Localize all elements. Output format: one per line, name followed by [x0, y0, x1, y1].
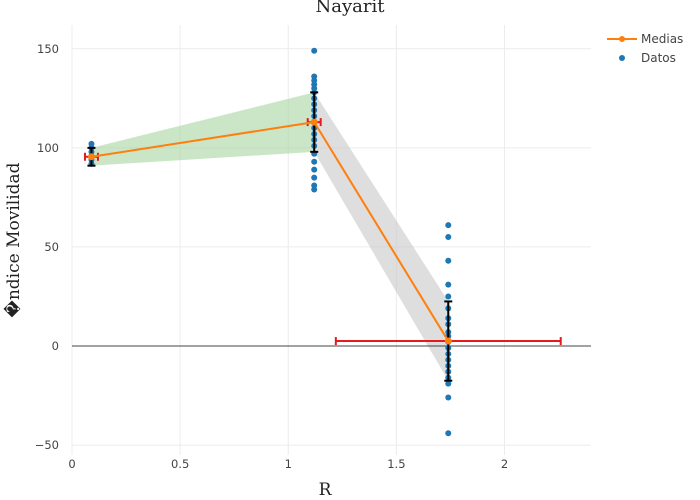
- x-ticks: 0 0.5 1 1.5 2: [68, 457, 508, 471]
- datos-point-10: [311, 158, 318, 165]
- medias-line: [87, 118, 452, 345]
- medias-point-0: [87, 153, 95, 161]
- datos-point-44: [445, 380, 452, 387]
- x-tick-label-0: 0: [68, 457, 75, 471]
- band-segment-0: [91, 92, 315, 166]
- legend: Medias Datos: [607, 32, 683, 65]
- datos-point-27: [445, 222, 452, 229]
- y-tick-label-3: 100: [37, 141, 59, 155]
- x-tick-label-3: 1.5: [387, 457, 405, 471]
- legend-item-medias[interactable]: Medias: [607, 32, 683, 46]
- datos-point-9: [311, 166, 318, 173]
- medias-point-2: [444, 337, 452, 345]
- datos-point-25: [311, 73, 318, 80]
- y-tick-label-0: −50: [35, 438, 59, 452]
- y-ticks: −50 0 50 100 150: [35, 42, 59, 452]
- confidence-bands: [91, 92, 449, 381]
- datos-point-29: [445, 257, 452, 264]
- band-segment-1: [314, 92, 449, 381]
- legend-medias-marker: [619, 36, 625, 42]
- datos-point-28: [445, 234, 452, 241]
- chart-title: Nayarit: [316, 0, 386, 17]
- grid-lines: [71, 25, 591, 455]
- datos-point-45: [445, 394, 452, 401]
- datos-point-5: [88, 140, 95, 147]
- datos-point-8: [311, 174, 318, 181]
- legend-datos-marker: [619, 55, 625, 61]
- x-axis-label: R: [319, 480, 333, 500]
- legend-item-datos[interactable]: Datos: [619, 51, 676, 65]
- legend-medias-label: Medias: [641, 32, 683, 46]
- datos-point-7: [311, 182, 318, 189]
- x-tick-label-1: 0.5: [171, 457, 189, 471]
- y-axis-label: �ndice Movilidad: [3, 162, 24, 317]
- legend-datos-label: Datos: [641, 51, 676, 65]
- datos-point-31: [445, 293, 452, 300]
- datos-point-26: [311, 47, 318, 54]
- x-tick-label-2: 1: [285, 457, 292, 471]
- datos-point-30: [445, 281, 452, 288]
- x-tick-label-4: 2: [501, 457, 508, 471]
- medias-point-1: [310, 118, 318, 126]
- y-tick-label-1: 0: [52, 339, 59, 353]
- y-tick-label-2: 50: [44, 240, 59, 254]
- y-tick-label-4: 150: [37, 42, 59, 56]
- datos-point-46: [445, 430, 452, 437]
